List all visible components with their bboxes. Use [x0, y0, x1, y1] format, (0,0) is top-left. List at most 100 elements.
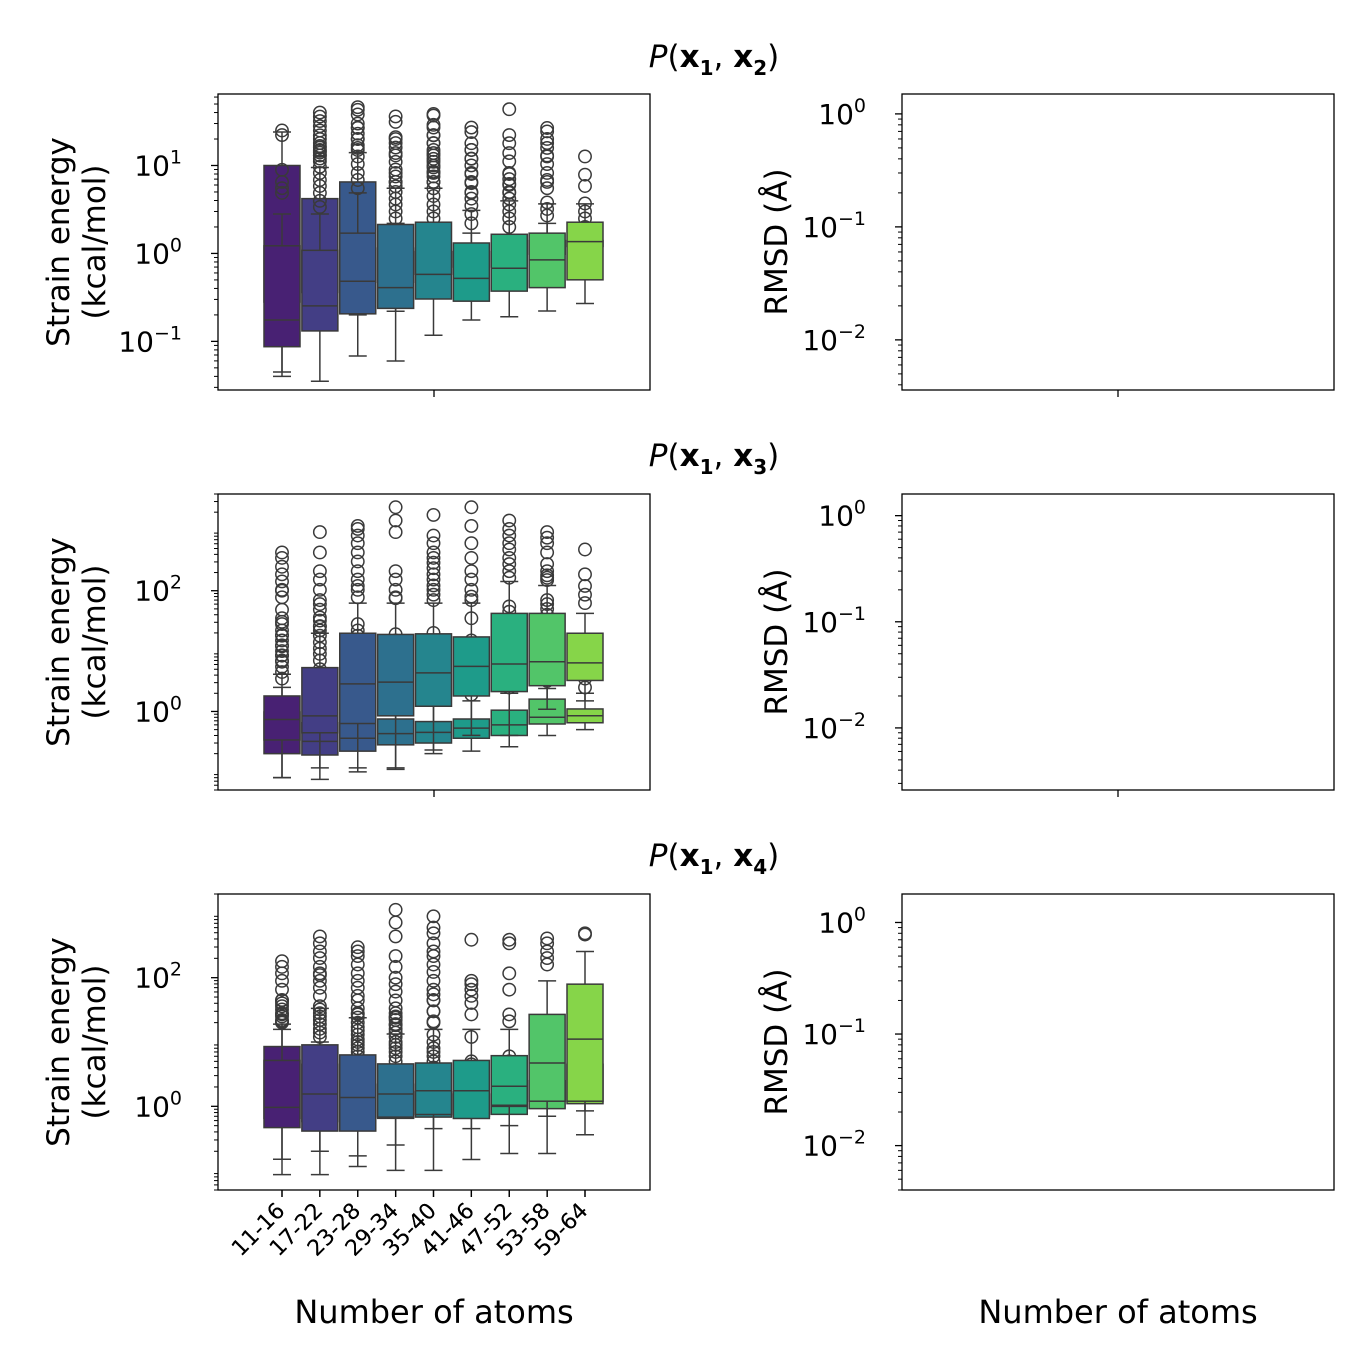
y-tick-label: 10−2 — [802, 709, 866, 745]
outlier-point — [312, 114, 327, 129]
y-tick-base: 10 — [818, 906, 854, 939]
outlier-point — [312, 582, 327, 597]
box-iqr — [301, 249, 339, 332]
outlier-point — [464, 142, 479, 157]
outlier-point — [426, 982, 441, 997]
outlier-point — [275, 590, 289, 605]
outlier-point — [312, 128, 327, 143]
outlier-point — [578, 542, 592, 557]
outlier-point — [350, 545, 365, 560]
outlier-point — [312, 602, 327, 617]
outlier-point — [312, 148, 327, 163]
outlier-point — [502, 146, 517, 161]
y-tick-base: 10 — [802, 712, 838, 745]
outlier-point — [426, 561, 441, 576]
outlier-point — [578, 587, 592, 602]
y-axis-label-line1: Strain energy — [41, 937, 77, 1147]
outlier-point — [578, 596, 592, 611]
outlier-point — [312, 173, 327, 187]
y-tick-exponent: −2 — [838, 321, 866, 343]
outlier-point — [540, 157, 555, 171]
outlier-point — [426, 973, 441, 988]
outlier-point — [464, 973, 479, 988]
outlier-point — [350, 578, 365, 593]
outlier-point — [464, 125, 479, 140]
outlier-point — [388, 582, 403, 597]
row-title-open-paren: ( — [667, 39, 679, 75]
outlier-point — [275, 545, 289, 560]
y-tick-exponent: −1 — [838, 603, 866, 625]
outlier-point — [464, 500, 479, 515]
outlier-point — [312, 597, 327, 612]
outlier-point — [312, 525, 327, 540]
outlier-point — [312, 610, 327, 625]
outlier-point — [312, 123, 327, 138]
row-title-separator: , — [713, 39, 733, 75]
outlier-point — [312, 143, 327, 158]
y-tick-exponent: −1 — [838, 1015, 866, 1037]
outlier-point — [275, 648, 289, 663]
row-title: P(x1, x3) — [649, 438, 779, 479]
outlier-point — [312, 159, 327, 174]
outlier-point — [540, 166, 555, 180]
outlier-point — [464, 550, 479, 565]
outlier-point — [426, 166, 441, 180]
outlier-point — [388, 929, 403, 944]
outlier-point — [540, 140, 555, 155]
box-iqr — [263, 695, 301, 741]
y-tick-label: 10−2 — [802, 1127, 866, 1163]
outlier-point — [275, 628, 289, 642]
y-tick-label: 10−2 — [802, 321, 866, 357]
row-title-open-paren: ( — [667, 838, 679, 874]
outlier-point — [426, 1004, 441, 1019]
outlier-point — [540, 525, 555, 540]
box-11-16 — [263, 545, 301, 779]
y-axis-label-line2: (kcal/mol) — [77, 164, 113, 319]
x-axis-label: Number of atoms — [294, 1293, 573, 1331]
outlier-point — [388, 513, 403, 528]
outlier-point — [426, 944, 441, 959]
outlier-point — [464, 518, 479, 533]
y-axis-label-line2: (kcal/mol) — [77, 564, 113, 719]
outlier-point — [312, 936, 327, 951]
outlier-point — [350, 116, 365, 131]
outlier-point — [350, 181, 365, 196]
y-tick-label: 102 — [134, 959, 182, 995]
outlier-point — [540, 121, 555, 135]
outlier-point — [426, 136, 441, 151]
row-title-subscript: 1 — [700, 56, 714, 80]
y-tick-base: 10 — [802, 324, 838, 357]
outlier-point — [464, 995, 479, 1010]
row-title-x: x — [733, 39, 753, 75]
outlier-point — [312, 593, 327, 608]
outlier-point — [540, 132, 555, 146]
outlier-point — [388, 174, 403, 189]
outlier-point — [275, 659, 289, 674]
box-35-40 — [414, 106, 453, 336]
outlier-point — [312, 980, 327, 995]
outlier-point — [540, 530, 555, 545]
row-title-subscript: 1 — [700, 455, 714, 479]
outlier-point — [464, 151, 479, 166]
y-tick-exponent: 0 — [170, 1087, 182, 1109]
outlier-point — [464, 977, 479, 992]
outlier-point — [312, 154, 327, 169]
outlier-point — [388, 114, 403, 129]
outlier-point — [426, 536, 441, 551]
outlier-point — [350, 536, 365, 551]
outlier-point — [426, 909, 441, 924]
row-title-x: x — [733, 838, 753, 874]
y-tick-label: 100 — [134, 1087, 182, 1123]
outlier-point — [275, 162, 289, 177]
box-iqr — [376, 223, 415, 310]
outlier-point — [502, 542, 517, 557]
box-iqr — [490, 612, 528, 693]
box-iqr — [301, 1044, 339, 1132]
box-23-28 — [339, 518, 377, 769]
outlier-point — [540, 936, 555, 951]
outlier-point — [426, 993, 441, 1008]
y-tick-label: 101 — [134, 146, 182, 182]
outlier-point — [540, 149, 555, 164]
outlier-point — [350, 107, 365, 122]
outlier-point — [464, 564, 479, 579]
